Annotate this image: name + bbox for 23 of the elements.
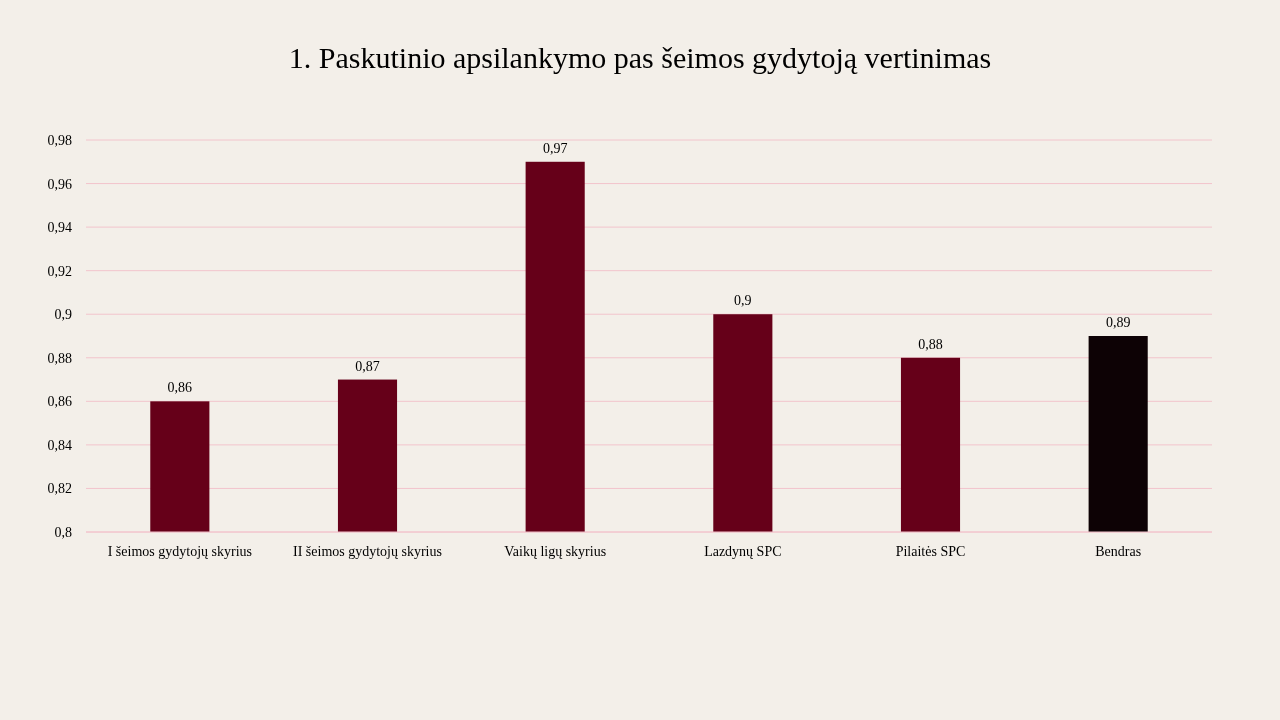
chart-title: 1. Paskutinio apsilankymo pas šeimos gydytoją vertinimas [288, 41, 992, 74]
y-tick-label: 0,94 [47, 220, 72, 236]
data-label: 0,87 [355, 358, 380, 374]
y-tick-label: 0,86 [47, 394, 72, 410]
data-label: 0,86 [167, 380, 193, 396]
x-tick-label: Vaikų ligų skyrius [504, 544, 607, 559]
y-tick-label: 0,88 [47, 350, 72, 366]
x-tick-label: I šeimos gydytojų skyrius [107, 544, 252, 559]
y-tick-label: 0,98 [47, 132, 72, 148]
x-tick-label: Bendras [1095, 544, 1142, 559]
y-tick-label: 0,8 [54, 524, 72, 540]
y-tick-label: 0,84 [47, 437, 72, 453]
x-tick-label: Lazdynų SPC [704, 544, 782, 559]
y-tick-label: 0,92 [47, 263, 72, 279]
data-label: 0,97 [542, 140, 568, 156]
x-tick-label: II šeimos gydytojų skyrius [293, 544, 442, 559]
y-tick-label: 0,9 [54, 307, 72, 323]
x-tick-label: Pilaitės SPC [895, 544, 966, 559]
y-tick-label: 0,82 [47, 481, 72, 497]
y-tick-label: 0,96 [47, 176, 72, 192]
data-label: 0,88 [918, 336, 943, 352]
data-label: 0,9 [734, 293, 752, 309]
data-label: 0,89 [1105, 315, 1131, 330]
